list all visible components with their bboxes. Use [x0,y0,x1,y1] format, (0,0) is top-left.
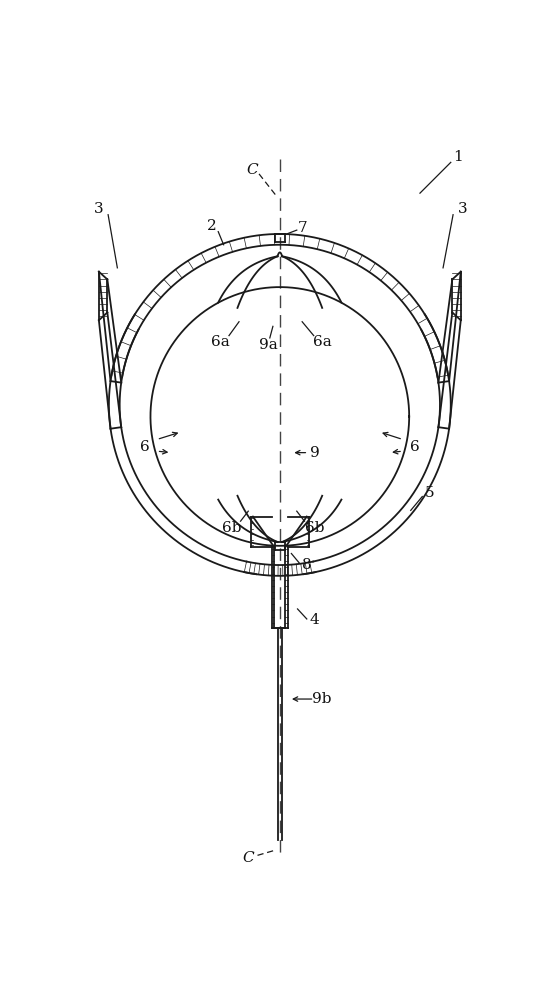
Text: 1: 1 [454,150,464,164]
Text: 8: 8 [302,558,312,572]
Text: 6b: 6b [222,521,241,535]
Text: 6a: 6a [211,335,230,349]
Text: 9a: 9a [259,338,278,352]
Text: C: C [242,851,254,865]
Text: 9b: 9b [312,692,332,706]
Text: 5: 5 [425,486,435,500]
Text: 7: 7 [298,221,308,235]
Text: 4: 4 [310,613,319,628]
Text: 2: 2 [207,219,217,233]
Text: 3: 3 [94,202,104,216]
Text: C: C [246,163,258,177]
Text: 6b: 6b [305,521,324,535]
Text: 3: 3 [458,202,467,216]
Text: 6a: 6a [313,335,331,349]
Text: 6: 6 [140,440,150,454]
Text: 9: 9 [310,446,319,460]
Text: 6: 6 [410,440,419,454]
